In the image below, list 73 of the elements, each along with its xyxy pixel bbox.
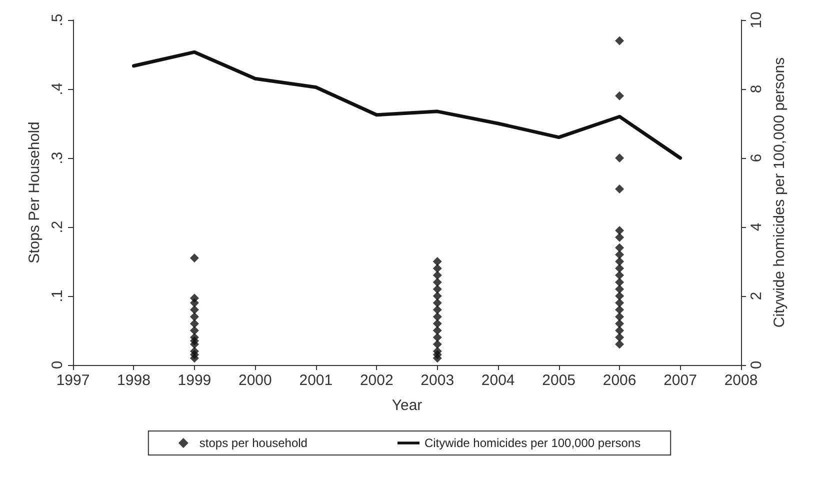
point (432, 340, 442, 349)
point (432, 305, 442, 314)
point (615, 312, 624, 322)
y-tick-label: .2 (49, 220, 66, 234)
x-tick-label: 2008 (724, 372, 758, 389)
point (432, 292, 442, 300)
x-tick-label: 2002 (360, 372, 394, 389)
x-tick-label: 1997 (56, 372, 90, 389)
point (432, 354, 442, 363)
y-tick-label: .3 (49, 152, 66, 164)
point (615, 319, 624, 328)
y2-tick-label: 10 (748, 12, 765, 28)
point (615, 284, 624, 294)
point (432, 284, 442, 294)
x-tick-label: 2000 (238, 372, 272, 389)
y-tick-label: .4 (49, 82, 66, 96)
point (615, 292, 624, 300)
point (615, 154, 624, 162)
point (615, 226, 624, 235)
y-axis-title: Stops Per Household (26, 122, 44, 264)
y2-axis-title: Citywide homicides per 100,000 persons (770, 57, 788, 328)
y2-tick-label: 8 (748, 84, 765, 94)
point (432, 298, 442, 308)
y2-tick-label: 4 (748, 222, 765, 232)
point (190, 312, 199, 322)
point (190, 340, 199, 349)
point (432, 312, 442, 322)
x-tick-label: 1999 (178, 372, 212, 389)
y2-tick-label: 2 (748, 292, 765, 300)
x-tick-label: 2007 (664, 372, 697, 389)
line-series (132, 50, 682, 160)
point (615, 36, 624, 46)
legend-label: Citywide homicides per 100,000 persons (424, 436, 641, 450)
point (615, 250, 624, 260)
x-tick-label: 2004 (481, 372, 515, 389)
point (615, 232, 624, 242)
point (190, 254, 199, 263)
point (615, 91, 624, 100)
point (615, 340, 624, 349)
point (615, 305, 624, 314)
point (432, 326, 442, 335)
x-tick-label: 1998 (117, 372, 150, 389)
y-tick-label: 0 (49, 360, 66, 370)
point (432, 278, 442, 287)
point (615, 332, 624, 342)
point (190, 305, 199, 314)
legend-label: stops per household (199, 436, 308, 450)
point (432, 319, 442, 328)
point (615, 184, 624, 194)
point (615, 270, 624, 280)
point (615, 243, 624, 252)
x-tick-label: 2006 (602, 372, 636, 389)
point (432, 270, 442, 280)
point (432, 332, 442, 342)
point (190, 298, 199, 308)
y2-tick-label: 0 (748, 360, 765, 370)
point (190, 326, 199, 335)
y-tick-label: .5 (49, 14, 66, 26)
x-tick-label: 2005 (542, 372, 576, 389)
point (190, 354, 199, 363)
point (615, 264, 624, 273)
point (615, 257, 624, 266)
x-tick-label: 2003 (420, 372, 454, 389)
point (432, 264, 442, 273)
point (432, 257, 442, 266)
y-tick-label: .1 (49, 290, 66, 302)
y2-tick-label: 6 (748, 154, 765, 162)
point (615, 298, 624, 308)
point (615, 278, 624, 287)
point (615, 326, 624, 335)
x-axis-title: Year (392, 397, 422, 414)
x-tick-label: 2001 (299, 372, 333, 389)
point (190, 319, 199, 328)
